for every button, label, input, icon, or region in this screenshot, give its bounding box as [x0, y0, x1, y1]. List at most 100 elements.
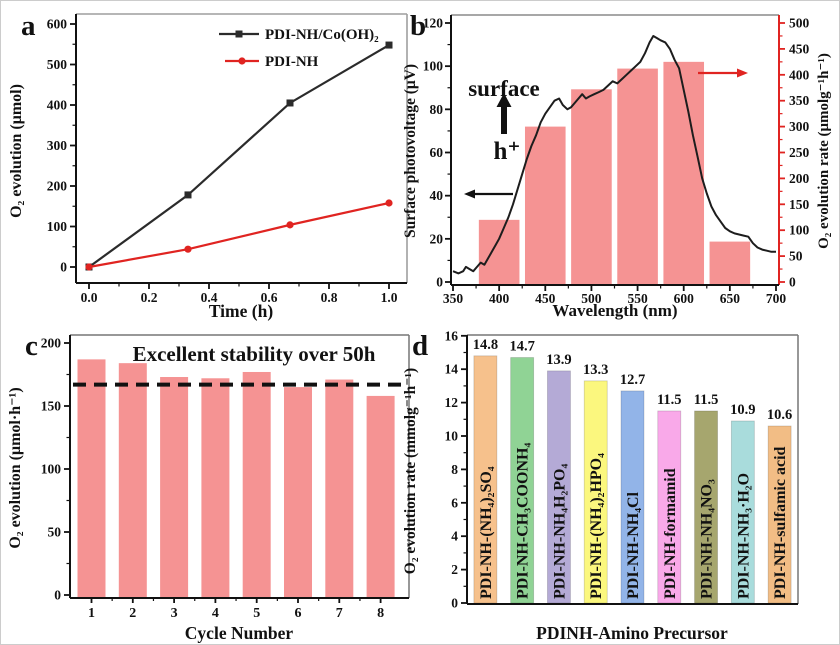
- x-axis: 0.0 0.2 0.4 0.6 0.8 1.0: [76, 282, 407, 305]
- panel-c-title: Excellent stability over 50h: [133, 342, 376, 366]
- y-tick-label: 400: [47, 98, 68, 113]
- o2-rate-bars: [478, 61, 751, 284]
- left-tick-label: 20: [430, 231, 444, 246]
- right-tick-label: 300: [789, 119, 810, 134]
- y-tick-label: 10: [445, 429, 459, 444]
- y-axis: 0 100 200 300 400 500 600: [47, 14, 77, 283]
- x-tick-label: 8: [377, 606, 384, 621]
- right-tick-label: 500: [789, 16, 810, 31]
- left-tick-label: 120: [423, 16, 444, 31]
- x-tick-label: 1: [88, 606, 95, 621]
- y-axis: 0 2 4 6 8 10 12 14 16: [445, 328, 468, 611]
- bar-cycle-6: [284, 387, 312, 598]
- x-axis: 1 2 3 4 5 6 7 8: [70, 597, 409, 621]
- y-tick-label: 200: [47, 179, 68, 194]
- left-tick-label: 100: [423, 59, 444, 74]
- x-tick-label: 500: [581, 291, 602, 306]
- rate-bar-400nm: [478, 219, 520, 284]
- bar-category-label: PDI-NH-NH₄NO₃: [699, 479, 716, 599]
- y-tick-label: 200: [41, 336, 62, 351]
- bar-category-label: PDI-NH-NH₄Cl: [625, 491, 642, 599]
- x-axis-title: PDINH-Amino Precursor: [536, 623, 728, 643]
- legend-label-pdi-nh-cooh2: PDI-NH/Co(OH)₂: [265, 27, 379, 43]
- bar-value-label: 10.9: [730, 402, 755, 418]
- right-y-axis: 0 50 100 150 200 250 300 350 400 450 500: [778, 15, 810, 290]
- bar-value-label: 11.5: [694, 392, 719, 408]
- x-tick-label: 7: [336, 606, 343, 621]
- y-tick-label: 500: [47, 57, 68, 72]
- right-tick-label: 50: [789, 249, 803, 264]
- y-tick-label: 4: [451, 529, 458, 544]
- x-tick-label: 400: [489, 291, 510, 306]
- left-tick-label: 80: [430, 102, 444, 117]
- left-y-axis: 0 20 40 60 80 100 120: [423, 15, 452, 290]
- rate-bar-550nm: [617, 68, 658, 284]
- x-tick-label: 450: [535, 291, 556, 306]
- y-tick-label: 2: [451, 562, 458, 577]
- rate-bar-450nm: [524, 126, 566, 284]
- series-pdi-nh: [85, 199, 393, 271]
- x-tick-label: 1.0: [381, 290, 398, 305]
- left-tick-label: 60: [430, 145, 444, 160]
- bar-cycle-5: [242, 371, 271, 598]
- bar-category-label: PDI-NH-(NH₄)₂HPO₄: [588, 453, 605, 599]
- x-axis-title: Time (h): [209, 301, 273, 321]
- data-point: [286, 99, 294, 107]
- panel-a-plot: 0 100 200 300 400 500 600 0.0 0.2 0.4 0.6 0.8 1.0 Tim…: [8, 13, 408, 321]
- bar-value-label: 11.5: [657, 392, 682, 408]
- x-tick-label: 550: [627, 291, 648, 306]
- data-point: [385, 41, 393, 49]
- y-tick-label: 0: [54, 588, 61, 603]
- panel-b-photovoltage-spectrum-chart: 0 20 40 60 80 100 120 0 50 100 150 200 250 300 350 400 4…: [402, 10, 832, 320]
- bar-category-label: PDI-NH-sulfamic acid: [772, 446, 789, 599]
- photovoltage-line: [452, 35, 776, 275]
- bar-cycle-1: [77, 359, 106, 598]
- y-tick-label: 300: [47, 138, 68, 153]
- bar-cycle-2: [118, 363, 147, 598]
- x-tick-label: 4: [212, 606, 219, 621]
- data-point: [385, 199, 393, 207]
- x-tick-label: 0.4: [201, 290, 218, 305]
- data-point: [184, 245, 192, 253]
- bar-cycle-8: [366, 395, 395, 598]
- y-axis: 0 50 100 150 200: [41, 335, 71, 603]
- y-tick-label: 0: [60, 260, 67, 275]
- right-tick-label: 100: [789, 223, 810, 238]
- panel-d-precursor-bar-chart: 14.8 PDI-NH-(NH₄)₂SO₄ 14.7 PDI-NH-CH₃COONH₄…: [402, 328, 799, 643]
- left-tick-label: 40: [430, 188, 444, 203]
- right-tick-label: 250: [789, 145, 810, 160]
- right-tick-label: 150: [789, 197, 810, 212]
- x-tick-label: 0.6: [261, 290, 278, 305]
- y-axis-title: O₂ evolution (μmol): [8, 84, 25, 218]
- x-tick-label: 6: [295, 606, 302, 621]
- bar-category-label: PDI-NH-CH₃COONH₄: [515, 443, 532, 599]
- rate-bar-600nm: [663, 61, 705, 284]
- y-tick-label: 14: [445, 362, 459, 377]
- x-tick-label: 700: [766, 291, 787, 306]
- bar-category-label: PDI-NH-NH₄H₂PO₄: [551, 464, 568, 599]
- legend-label-pdi-nh: PDI-NH: [265, 54, 319, 70]
- rate-bar-500nm: [571, 89, 612, 284]
- y-tick-label: 12: [445, 395, 459, 410]
- bar-value-label: 13.9: [546, 352, 571, 368]
- left-tick-label: 0: [436, 275, 443, 290]
- cycle-bars: [77, 359, 395, 598]
- right-tick-label: 200: [789, 171, 810, 186]
- x-tick-label: 2: [129, 606, 136, 621]
- legend-marker-circle: [238, 57, 246, 65]
- x-tick-label: 0.0: [81, 290, 98, 305]
- bar-cycle-3: [160, 377, 189, 598]
- hole-annotation: h⁺: [493, 138, 520, 165]
- left-y-axis-title: Surface photovoltage (μV): [402, 64, 419, 238]
- y-tick-label: 8: [451, 462, 458, 477]
- x-tick-label: 650: [720, 291, 741, 306]
- panel-c-stability-bar-chart: 0 50 100 150 200 1 2 3 4 5 6 7 8 Excellent stability …: [7, 330, 410, 643]
- legend: PDI-NH/Co(OH)₂ PDI-NH: [219, 27, 379, 70]
- left-arrow-head: [464, 189, 475, 199]
- x-tick-label: 600: [674, 291, 695, 306]
- x-tick-label: 5: [253, 606, 260, 621]
- bar-category-label: PDI-NH-NH₃·H₂O: [735, 473, 752, 599]
- x-axis-title: Cycle Number: [185, 623, 294, 643]
- bar-value-label: 14.8: [473, 337, 498, 353]
- bar-value-label: 14.7: [509, 339, 534, 355]
